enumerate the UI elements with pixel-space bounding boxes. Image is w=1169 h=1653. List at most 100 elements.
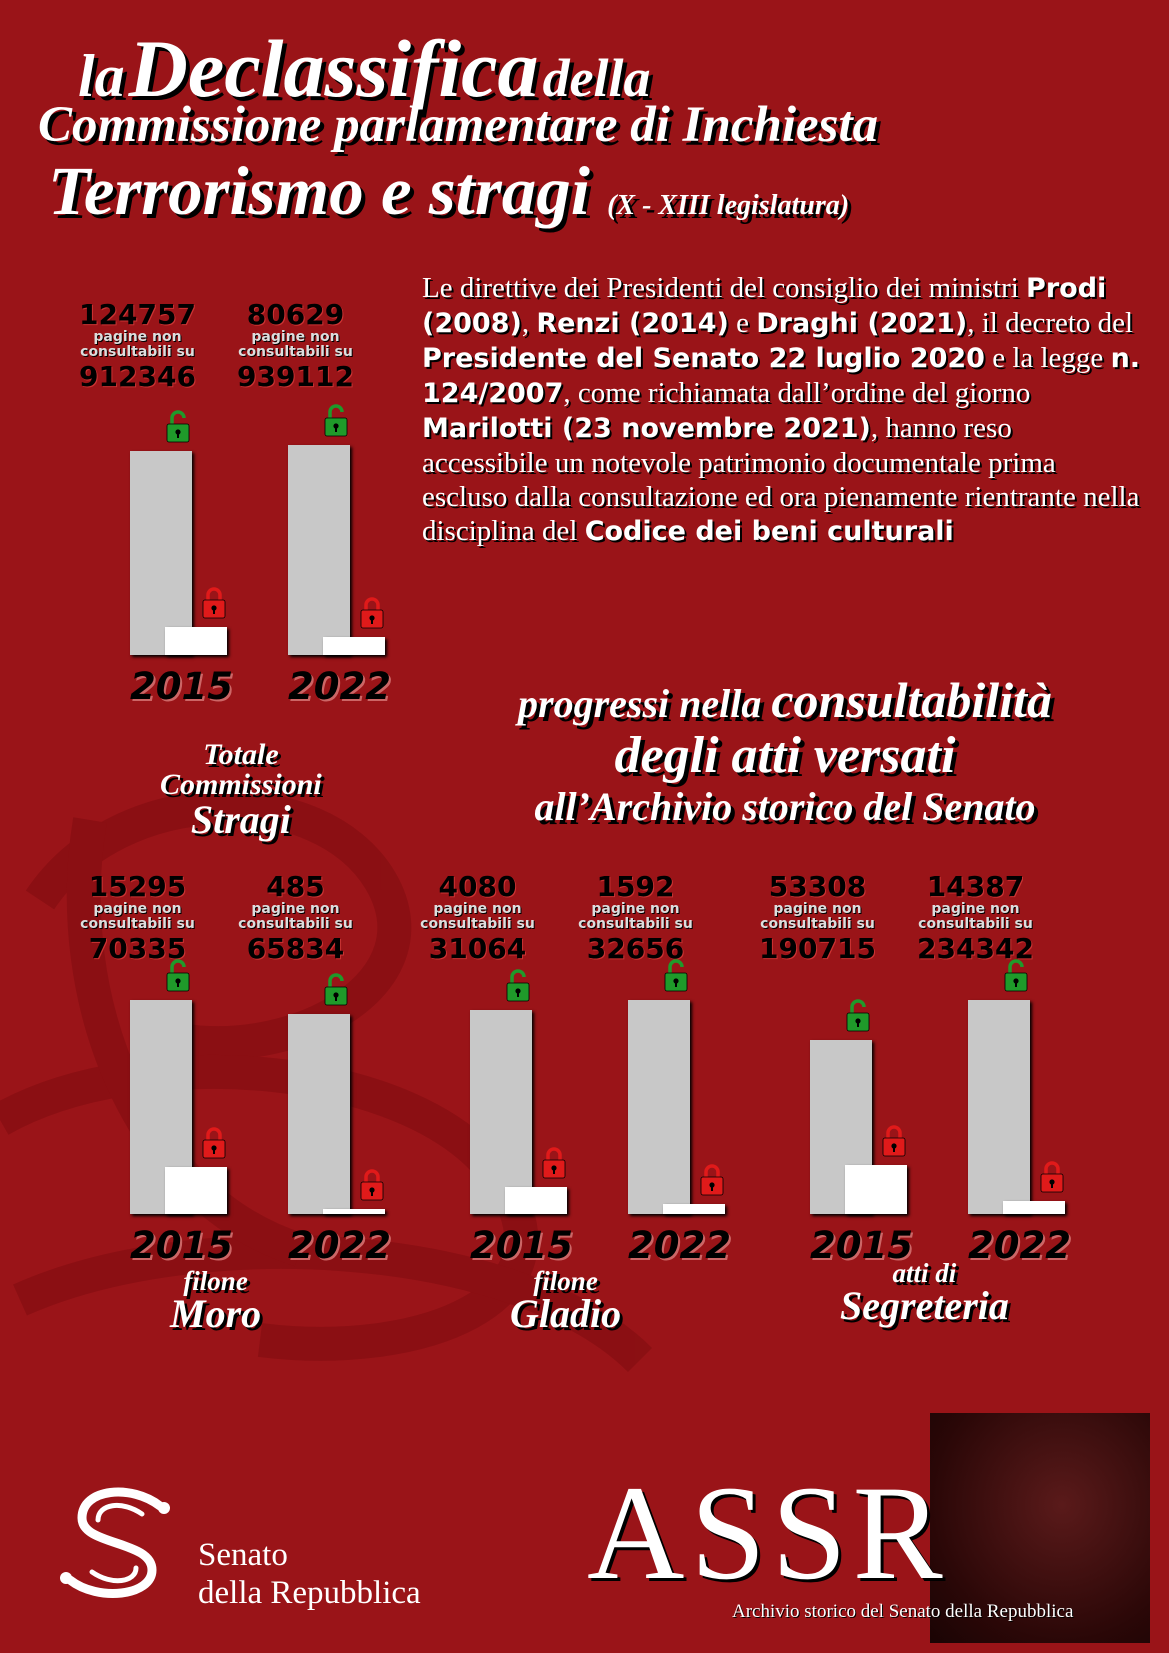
description-paragraph: Le direttive dei Presidenti del consigli… — [422, 271, 1142, 549]
assr-background-image — [930, 1413, 1150, 1643]
assr-logo-text: ASSR — [587, 1459, 949, 1608]
pages-label: pagine non consultabili su — [238, 901, 353, 932]
bar-value-block: 53308 pagine non consultabili su 190715 — [740, 872, 895, 966]
lock-open-icon — [322, 972, 350, 1006]
bar-total — [968, 1000, 1030, 1214]
year-label: 2015 — [470, 1224, 573, 1267]
lock-open-icon — [504, 968, 532, 1002]
title-line-3: Terrorismo e stragi (X - XIII legislatur… — [48, 152, 849, 231]
total-pages-value: 31064 — [428, 932, 527, 965]
lock-closed-icon — [200, 585, 228, 619]
bar-total — [130, 450, 192, 655]
lock-open-icon — [1002, 958, 1030, 992]
total-pages-value: 939112 — [237, 360, 354, 393]
closed-pages-value: 15295 — [88, 870, 187, 903]
year-label: 2022 — [288, 665, 391, 708]
desc-text-5: , hanno reso accessibile un notevole pat… — [422, 412, 1140, 547]
lock-closed-icon — [358, 595, 386, 629]
group-name-line-1: filone — [533, 1266, 598, 1296]
lock-open-icon — [322, 403, 350, 437]
bar-closed — [165, 1167, 227, 1214]
bar-value-block: 14387 pagine non consultabili su 234342 — [898, 872, 1053, 966]
lock-closed-icon — [880, 1123, 908, 1157]
desc-e: e — [736, 307, 749, 339]
group-name: Totale Commissioni Stragi — [160, 740, 322, 840]
total-pages-value: 70335 — [88, 932, 187, 965]
bar-closed — [845, 1165, 907, 1214]
closed-pages-value: 124757 — [79, 298, 196, 331]
group-name-line-1: Totale — [203, 738, 279, 771]
total-pages-value: 32656 — [586, 932, 685, 965]
pages-label: pagine non consultabili su — [80, 901, 195, 932]
bar-value-block: 4080 pagine non consultabili su 31064 — [400, 872, 555, 966]
desc-text-3: e la legge — [992, 342, 1104, 374]
year-label: 2015 — [130, 665, 233, 708]
total-pages-value: 65834 — [246, 932, 345, 965]
year-label: 2022 — [288, 1224, 391, 1267]
pages-label: pagine non consultabili su — [760, 901, 875, 932]
senato-line-2: della Repubblica — [198, 1575, 421, 1611]
group-name: filone Gladio — [510, 1268, 621, 1334]
progress-line-1: progressi nella consultabilità — [415, 675, 1155, 728]
desc-renzi: Renzi (2014) — [536, 308, 729, 339]
group-name-line-2: Gladio — [510, 1291, 622, 1336]
closed-pages-value: 4080 — [438, 870, 517, 903]
progress-text-b: consultabilità — [771, 672, 1052, 728]
bar-value-block: 124757 pagine non consultabili su 912346 — [60, 300, 215, 394]
total-pages-value: 190715 — [759, 932, 876, 965]
closed-pages-value: 53308 — [768, 870, 867, 903]
closed-pages-value: 80629 — [246, 298, 345, 331]
pages-label: pagine non consultabili su — [578, 901, 693, 932]
bar-closed — [323, 1209, 385, 1214]
year-label: 2022 — [968, 1224, 1071, 1267]
senato-text: Senato della Repubblica — [198, 1536, 421, 1612]
bar-closed — [1003, 1200, 1065, 1214]
bar-total — [288, 445, 350, 655]
title-la: la — [78, 43, 125, 109]
lock-closed-icon — [540, 1145, 568, 1179]
total-pages-value: 912346 — [79, 360, 196, 393]
group-name: atti di Segreteria — [840, 1260, 1009, 1326]
title-terrorismo: Terrorismo e stragi — [48, 153, 590, 229]
bar-closed — [323, 636, 385, 655]
lock-open-icon — [662, 958, 690, 992]
group-name-line-1: filone — [183, 1266, 248, 1296]
title-declassifica: Declassifica — [128, 23, 539, 114]
group-name-line-2: Moro — [170, 1291, 262, 1336]
pages-label: pagine non consultabili su — [238, 329, 353, 360]
desc-legge: n. 124/2007 — [422, 343, 1141, 409]
group-name-line-3: Stragi — [190, 797, 291, 842]
desc-presidente: Presidente del Senato 22 luglio 2020 — [422, 343, 985, 374]
title-della: della — [542, 48, 651, 108]
pages-label: pagine non consultabili su — [420, 901, 535, 932]
desc-comma: , — [521, 307, 530, 339]
lock-open-icon — [164, 409, 192, 443]
lock-open-icon — [164, 958, 192, 992]
bar-value-block: 80629 pagine non consultabili su 939112 — [218, 300, 373, 394]
group-name-line-2: Commissioni — [160, 768, 322, 801]
bar-value-block: 485 pagine non consultabili su 65834 — [218, 872, 373, 966]
progress-line-3: all’Archivio storico del Senato — [534, 784, 1036, 829]
title-line-1: la Declassifica della — [78, 22, 651, 116]
pages-label: pagine non consultabili su — [918, 901, 1033, 932]
title-legislatura: (X - XIII legislatura) — [607, 190, 850, 221]
closed-pages-value: 1592 — [596, 870, 675, 903]
desc-marilotti: Marilotti (23 novembre 2021) — [422, 413, 871, 444]
assr-subtitle: Archivio storico del Senato della Repubb… — [732, 1601, 1074, 1622]
bar-closed — [165, 627, 227, 655]
lock-open-icon — [844, 998, 872, 1032]
desc-draghi: Draghi (2021) — [756, 308, 968, 339]
year-label: 2022 — [628, 1224, 731, 1267]
group-name-line-2: Segreteria — [840, 1283, 1009, 1328]
bar-value-block: 15295 pagine non consultabili su 70335 — [60, 872, 215, 966]
lock-closed-icon — [200, 1125, 228, 1159]
progress-heading: progressi nella consultabilità degli att… — [415, 675, 1155, 830]
lock-closed-icon — [698, 1162, 726, 1196]
progress-text-a: progressi nella — [518, 681, 762, 726]
year-label: 2015 — [810, 1224, 913, 1267]
desc-text-2: , il decreto del — [967, 307, 1134, 339]
year-label: 2015 — [130, 1224, 233, 1267]
bar-value-block: 1592 pagine non consultabili su 32656 — [558, 872, 713, 966]
lock-closed-icon — [1038, 1159, 1066, 1193]
title-line-2: Commissione parlamentare di Inchiesta — [38, 97, 879, 153]
